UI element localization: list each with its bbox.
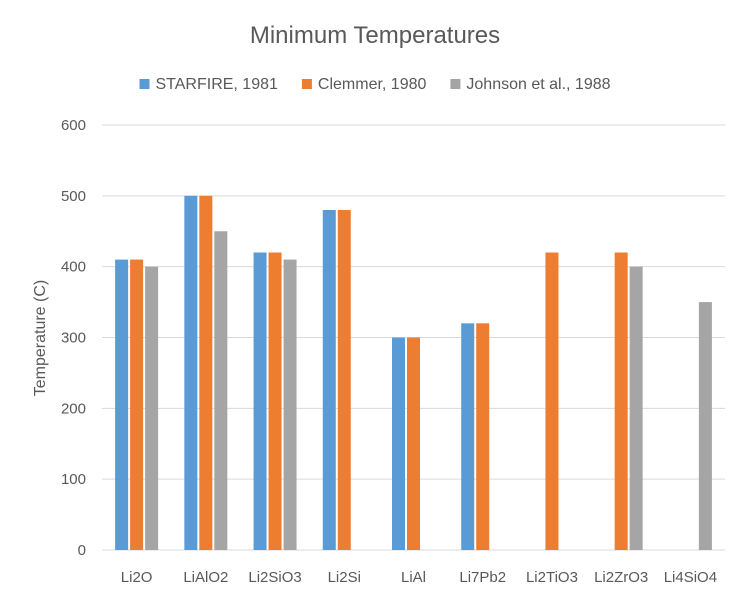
x-tick-label: Li7Pb2 <box>459 569 506 586</box>
legend-label: Clemmer, 1980 <box>318 76 427 93</box>
y-tick-label: 0 <box>78 542 86 559</box>
legend-swatch <box>450 79 461 89</box>
x-tick-label: LiAl <box>401 569 426 586</box>
y-tick-label: 100 <box>61 471 86 488</box>
x-tick-label: LiAlO2 <box>183 569 228 586</box>
bar-1-li2o <box>115 259 129 550</box>
bar-2-li2zro3 <box>614 252 628 550</box>
y-tick-label: 300 <box>61 330 86 347</box>
legend-swatch <box>139 79 150 89</box>
y-tick-label: 200 <box>61 400 86 417</box>
y-tick-label: 600 <box>61 117 86 134</box>
bars <box>115 195 712 551</box>
bar-2-li2sio3 <box>268 252 282 550</box>
bar-2-li2tio3 <box>545 252 559 550</box>
legend-label: STARFIRE, 1981 <box>155 76 278 93</box>
y-axis-ticks: 0 100 200 300 400 500 600 <box>61 117 86 559</box>
x-tick-label: Li2SiO3 <box>248 569 301 586</box>
y-axis-title: Temperature (C) <box>32 280 49 396</box>
bar-3-li2sio3 <box>283 259 297 550</box>
bar-3-li4sio4 <box>698 302 712 550</box>
bar-1-li2si <box>322 210 336 550</box>
x-tick-label: Li4SiO4 <box>664 569 717 586</box>
bar-1-lial <box>392 337 405 550</box>
bar-3-li2zro3 <box>629 266 643 550</box>
bar-2-li2si <box>337 210 351 550</box>
bar-2-lialo2 <box>199 195 213 551</box>
legend: STARFIRE, 1981 Clemmer, 1980 Johnson et al… <box>139 76 611 93</box>
bar-1-li7pb2 <box>461 323 475 550</box>
x-tick-label: Li2Si <box>328 569 361 586</box>
x-tick-label: Li2TiO3 <box>526 569 578 586</box>
x-tick-label: Li2O <box>121 569 153 586</box>
bar-2-li2o <box>130 259 144 550</box>
bar-2-lial <box>407 337 420 550</box>
bar-2-li7pb2 <box>476 323 490 550</box>
y-tick-label: 500 <box>61 188 86 205</box>
bar-1-lialo2 <box>184 195 198 551</box>
x-tick-label: Li2ZrO3 <box>594 569 648 586</box>
bar-3-li2o <box>145 266 159 550</box>
legend-label: Johnson et al., 1988 <box>466 76 610 93</box>
y-tick-label: 400 <box>61 259 86 276</box>
chart-title: Minimum Temperatures <box>250 22 500 49</box>
x-axis-ticks: Li2O LiAlO2 Li2SiO3 Li2Si LiAl Li7Pb2 Li2TiO3 L… <box>121 569 717 586</box>
bar-3-lialo2 <box>214 231 228 550</box>
legend-swatch <box>301 79 312 89</box>
bar-1-li2sio3 <box>253 252 267 550</box>
